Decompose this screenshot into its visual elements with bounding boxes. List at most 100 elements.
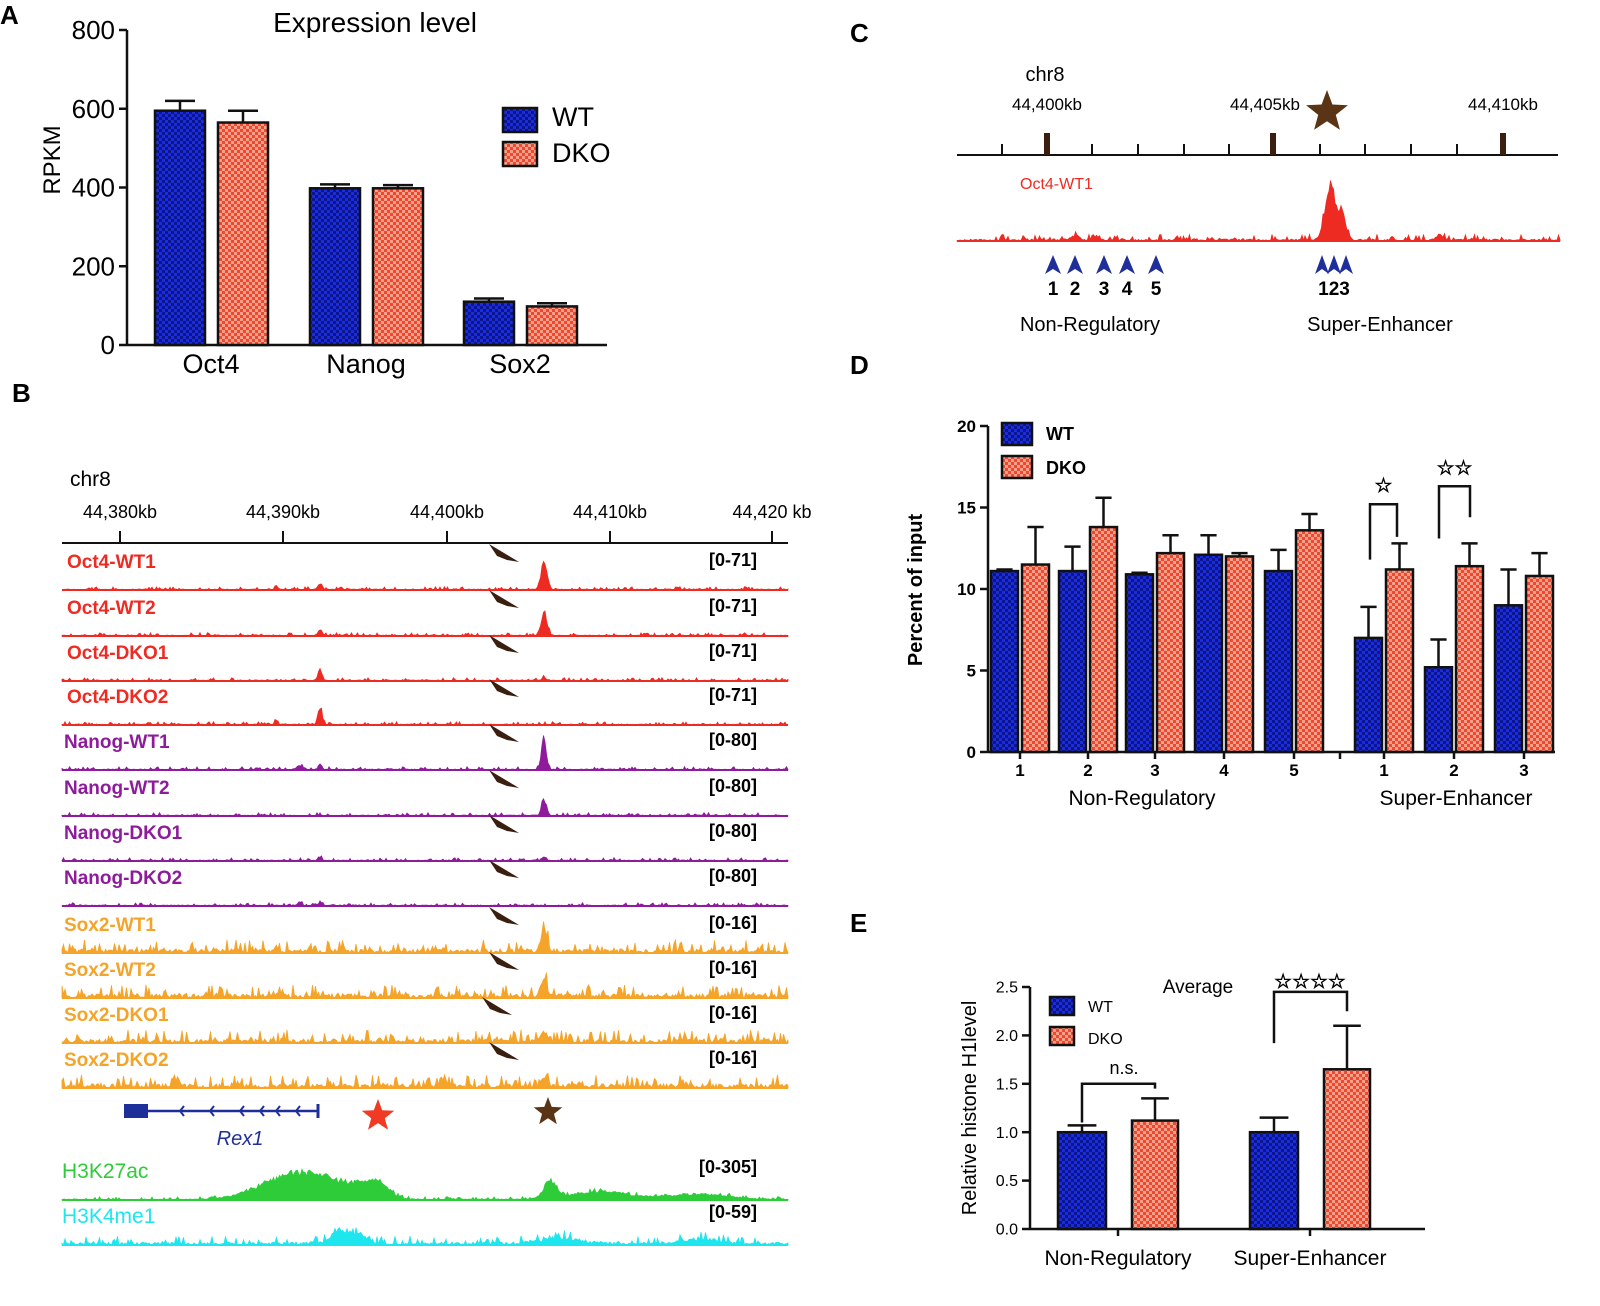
brown-star-icon: [1306, 90, 1348, 130]
chart-E-significance-bracket: [1080, 1082, 1157, 1123]
chart-A-bar-dko: [371, 187, 425, 347]
chip-signal-track: [61, 735, 789, 771]
panel-c-site-number: 4: [1122, 279, 1133, 300]
chart-A-xtick-label: Oct4: [182, 349, 239, 379]
chart-D-xtick-label: 2: [1083, 761, 1092, 780]
panel-c-site-number: 1: [1048, 279, 1059, 300]
chip-signal-track: [61, 1072, 789, 1090]
chart-a-title: Expression level: [273, 7, 477, 38]
panel-letter-a: A: [0, 0, 19, 30]
chart-D-bar-dko: [1020, 563, 1051, 754]
track-label: Oct4-WT2: [67, 598, 156, 619]
chart-D-ytick-label: 5: [967, 661, 976, 680]
chart-d-ylabel: Percent of input: [905, 514, 927, 667]
chart-D-xtick-label: 2: [1449, 761, 1458, 780]
chart-d-legend-dko: DKO: [1046, 458, 1086, 478]
arrowhead-marker-icon: [482, 997, 512, 1015]
arrowhead-marker-icon: [489, 724, 519, 742]
track-label: Oct4-DKO2: [67, 687, 168, 708]
panel-c-ruler-label: 44,410kb: [1468, 95, 1538, 114]
chart-E-bar-wt: [1248, 1130, 1300, 1231]
track-label: Oct4-DKO1: [67, 643, 169, 664]
arrowhead-marker-icon: [489, 770, 519, 788]
panel-c-ruler-major-tick: [1270, 133, 1276, 155]
histone-track-range: [0-305]: [699, 1157, 757, 1177]
chart-E-xtick-label: Non-Regulatory: [1044, 1247, 1192, 1270]
gene-strand-arrow-icon: [274, 1105, 281, 1117]
chart-E-ytick-label: 0.0: [996, 1222, 1018, 1239]
chart-D-significance-bracket: [1437, 485, 1472, 539]
chart-D-ytick-label: 15: [957, 498, 976, 517]
chart-D-bar-wt: [1353, 636, 1384, 754]
track-range: [0-80]: [709, 730, 757, 750]
panel-c-site-number: 5: [1151, 279, 1162, 300]
panel-c-ruler-major-tick: [1044, 133, 1050, 155]
track-label: Nanog-DKO2: [64, 868, 182, 889]
panel-letter-d: D: [850, 350, 869, 380]
chart-D-bar-dko: [1088, 525, 1119, 754]
chart-D-bar-dko: [1155, 551, 1186, 754]
red-star-icon: [361, 1099, 395, 1130]
panel-c-group-nonregulatory: Non-Regulatory: [1020, 314, 1160, 336]
chart-D-ytick-label: 0: [967, 743, 976, 762]
chart-D-xtick-label: 1: [1015, 761, 1024, 780]
track-range: [0-80]: [709, 866, 757, 886]
chart-D-bar-wt: [1263, 569, 1294, 754]
panel-c-ruler-major-tick: [1500, 133, 1506, 155]
arrowhead-up-icon: [1339, 255, 1353, 274]
panel-c-site-number: 3: [1099, 279, 1110, 300]
chip-signal-track: [61, 797, 789, 817]
panel-b-ruler-label: 44,380kb: [83, 502, 157, 522]
panel-c-ruler-label: 44,400kb: [1012, 95, 1082, 114]
chart-E-bar-dko: [1130, 1119, 1180, 1231]
arrowhead-up-icon: [1119, 255, 1135, 274]
chart-d-group-nonregulatory: Non-Regulatory: [1068, 787, 1216, 810]
track-range: [0-80]: [709, 776, 757, 796]
chart-A-ytick-label: 600: [72, 94, 115, 124]
chart-D-legend-swatch-wt: [1000, 421, 1034, 447]
gene-strand-arrow-icon: [258, 1105, 265, 1117]
chart-A-bar-dko: [216, 121, 270, 347]
track-label: Oct4-WT1: [67, 552, 156, 573]
chip-signal-track: [61, 707, 789, 726]
chip-signal-track: [61, 1029, 789, 1045]
chart-E-xtick-label: Super-Enhancer: [1234, 1247, 1387, 1270]
histone-track-label: H3K4me1: [62, 1205, 155, 1228]
chart-A-legend-swatch-wt: [501, 106, 539, 134]
panel-letter-e: E: [850, 908, 867, 938]
chart-E-ytick-label: 2.5: [996, 980, 1018, 997]
chart-E-bar-wt: [1056, 1130, 1108, 1231]
chart-a-ylabel: RPKM: [39, 125, 66, 194]
chart-D-xtick-label: 5: [1289, 761, 1298, 780]
panel-b-ruler-label: 44,400kb: [410, 502, 484, 522]
chart-D-bar-dko: [1224, 555, 1255, 754]
chart-E-ytick-label: 0.5: [996, 1173, 1018, 1190]
track-label: Sox2-DKO2: [64, 1050, 169, 1071]
chart-E-significance-label: ☆☆☆☆: [1274, 971, 1346, 993]
chart-D-bar-dko: [1384, 568, 1415, 754]
chart-D-xtick-label: 1: [1379, 761, 1388, 780]
chart-D-bar-wt: [1493, 604, 1524, 754]
track-label: Sox2-WT1: [64, 915, 156, 936]
arrowhead-up-icon: [1148, 255, 1164, 274]
arrowhead-marker-icon: [489, 952, 519, 970]
panel-c-ruler-label: 44,405kb: [1230, 95, 1300, 114]
track-range: [0-16]: [709, 958, 757, 978]
chart-A-bar-wt: [153, 109, 207, 347]
arrowhead-marker-icon: [489, 860, 519, 878]
chart-D-ytick-label: 10: [957, 580, 976, 599]
chart-A-ytick-label: 400: [72, 173, 115, 203]
track-label: Sox2-DKO1: [64, 1005, 169, 1026]
track-range: [0-16]: [709, 1048, 757, 1068]
arrowhead-marker-icon: [489, 635, 519, 653]
track-range: [0-80]: [709, 821, 757, 841]
panel-b-chrom: chr8: [70, 468, 111, 491]
arrowhead-up-icon: [1096, 255, 1112, 274]
chart-D-significance-bracket: [1368, 502, 1399, 560]
arrowhead-up-icon: [1315, 255, 1329, 274]
chart-d-legend-wt: WT: [1046, 424, 1074, 444]
panel-c-track-label: Oct4-WT1: [1020, 176, 1093, 193]
chart-A-bar-dko: [525, 305, 579, 347]
gene-strand-arrow-icon: [238, 1105, 245, 1117]
